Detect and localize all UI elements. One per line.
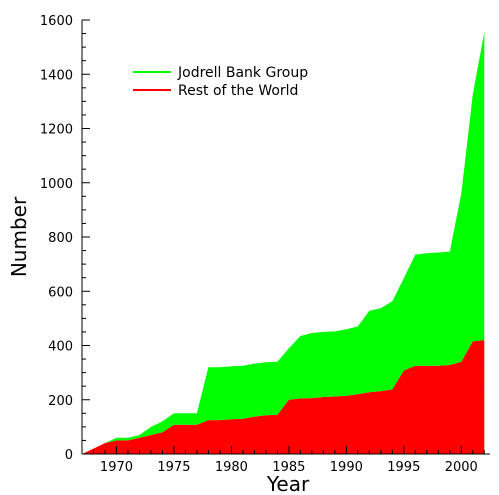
y-tick-label: 1600 <box>40 14 73 29</box>
x-tick-label: 1980 <box>215 460 248 475</box>
y-axis-label: Number <box>7 196 31 277</box>
y-tick-label: 1200 <box>40 123 73 138</box>
y-tick-label: 800 <box>48 231 73 246</box>
y-tick-label: 1000 <box>40 177 73 192</box>
x-ticks: 1970 1975 1980 1985 1990 1995 2000 <box>81 446 485 475</box>
x-tick-label: 1990 <box>330 460 363 475</box>
x-axis-label: Year <box>266 472 310 495</box>
y-tick-label: 1400 <box>40 68 73 83</box>
y-tick-label: 400 <box>48 340 73 355</box>
y-tick-label: 0 <box>65 448 73 463</box>
y-ticks: 0 200 400 600 800 1000 1200 1400 1600 <box>40 14 90 463</box>
x-tick-label: 1985 <box>272 460 305 475</box>
plot-area <box>82 32 485 454</box>
legend-entry: Rest of the World <box>178 83 298 99</box>
x-tick-label: 1970 <box>100 460 133 475</box>
series-area-1 <box>82 32 485 454</box>
x-tick-label: 1995 <box>387 460 420 475</box>
x-tick-label: 1975 <box>157 460 190 475</box>
series-area-0 <box>82 340 485 454</box>
legend: Jodrell Bank Group Rest of the World <box>133 65 308 99</box>
legend-entry: Jodrell Bank Group <box>177 65 308 81</box>
y-tick-label: 600 <box>48 285 73 300</box>
y-tick-label: 200 <box>48 394 73 409</box>
x-tick-label: 2000 <box>445 460 478 475</box>
